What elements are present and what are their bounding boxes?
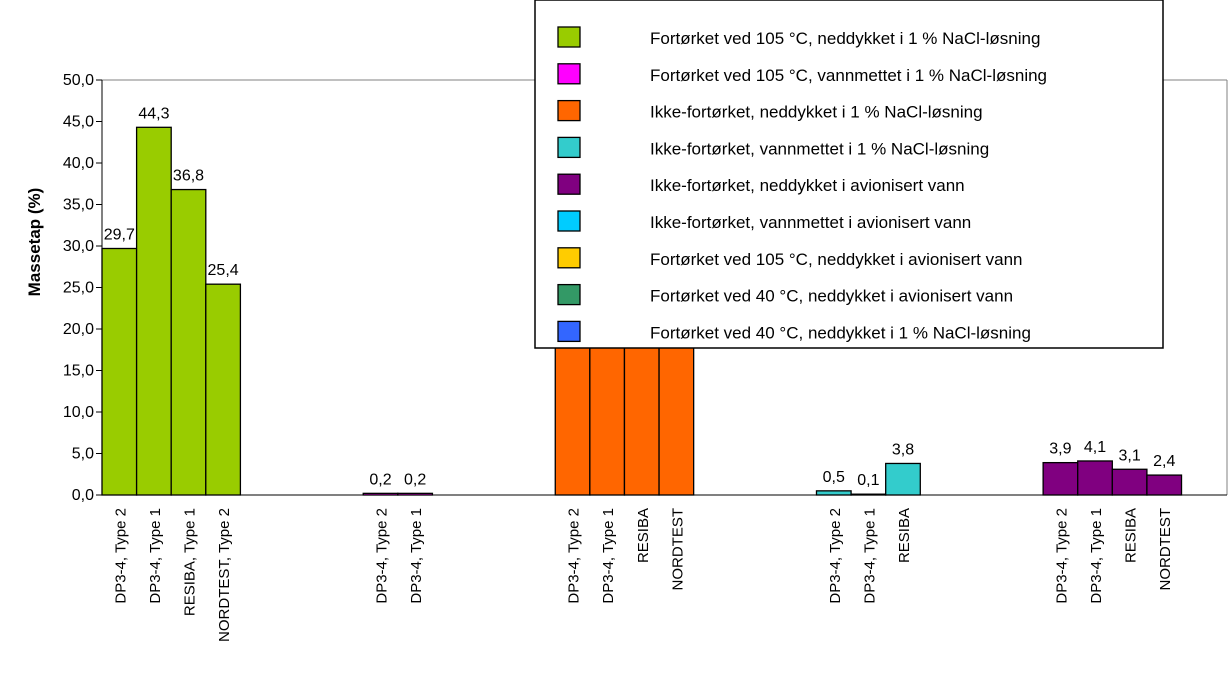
category-label: RESIBA xyxy=(635,508,652,563)
y-tick-label: 25,0 xyxy=(63,280,94,297)
category-label: DP3-4, Type 2 xyxy=(112,508,129,604)
y-tick-label: 45,0 xyxy=(63,114,94,131)
category-label: DP3-4, Type 1 xyxy=(1088,508,1105,604)
category-label: DP3-4, Type 2 xyxy=(1053,508,1070,604)
legend-swatch xyxy=(557,320,581,343)
legend-swatch xyxy=(557,247,581,269)
legend-entry: Fortørket ved 105 °C, neddykket i 1 % Na… xyxy=(650,29,1040,48)
legend-swatch xyxy=(557,63,581,85)
category-label: RESIBA xyxy=(896,508,913,563)
legend-entry: Fortørket ved 40 °C, neddykket i 1 % NaC… xyxy=(650,323,1031,342)
data-label: 0,5 xyxy=(823,469,845,486)
data-label: 3,1 xyxy=(1118,447,1140,464)
legend-entry: Fortørket ved 105 °C, vannmettet i 1 % N… xyxy=(650,66,1047,85)
category-label: DP3-4, Type 2 xyxy=(827,508,844,604)
category-label: NORDTEST xyxy=(669,508,686,591)
legend-entry: Fortørket ved 40 °C, neddykket i avionis… xyxy=(650,287,1013,306)
legend-entry: Ikke-fortørket, neddykket i 1 % NaCl-løs… xyxy=(650,103,983,122)
bar xyxy=(1042,461,1079,496)
legend-swatch xyxy=(557,283,581,306)
y-axis-label: Massetap (%) xyxy=(25,188,44,297)
y-tick-label: 0,0 xyxy=(72,487,94,504)
y-tick-label: 15,0 xyxy=(63,363,94,380)
category-label: RESIBA xyxy=(1123,508,1140,563)
bar xyxy=(1146,474,1183,496)
legend-entry: Fortørket ved 105 °C, neddykket i avioni… xyxy=(650,250,1022,269)
y-tick-label: 30,0 xyxy=(63,238,94,255)
data-label: 3,8 xyxy=(892,441,914,458)
legend-swatch xyxy=(557,26,581,48)
data-label: 3,9 xyxy=(1049,441,1071,458)
legend: Fortørket ved 105 °C, neddykket i 1 % Na… xyxy=(534,0,1164,349)
category-label: DP3-4, Type 2 xyxy=(374,508,391,604)
category-label: NORDTEST xyxy=(1157,508,1174,591)
bar xyxy=(1077,460,1113,496)
category-label: NORDTEST, Type 2 xyxy=(216,508,233,642)
bar xyxy=(170,188,207,496)
bar xyxy=(101,247,138,496)
legend-swatch xyxy=(557,173,581,195)
bar xyxy=(815,490,852,496)
data-label: 0,2 xyxy=(369,471,391,488)
y-tick-label: 10,0 xyxy=(63,404,94,421)
data-label: 2,4 xyxy=(1153,453,1175,470)
data-label: 29,7 xyxy=(104,226,135,243)
bar xyxy=(885,462,921,496)
y-tick-label: 20,0 xyxy=(63,321,94,338)
legend-box xyxy=(534,0,1164,349)
data-label: 0,1 xyxy=(857,472,879,489)
y-tick-label: 40,0 xyxy=(63,155,94,172)
category-label: DP3-4, Type 1 xyxy=(408,508,425,604)
category-label: DP3-4, Type 1 xyxy=(147,508,164,604)
bar xyxy=(205,283,242,496)
bar xyxy=(135,126,172,496)
legend-entry: Ikke-fortørket, vannmettet i 1 % NaCl-lø… xyxy=(650,139,989,158)
bar xyxy=(658,343,695,496)
y-tick-label: 5,0 xyxy=(72,446,94,463)
legend-swatch xyxy=(557,210,581,232)
legend-swatch xyxy=(557,136,581,159)
legend-swatch xyxy=(557,99,581,122)
category-label: RESIBA, Type 1 xyxy=(182,508,199,616)
category-label: DP3-4, Type 1 xyxy=(861,508,878,604)
data-label: 0,2 xyxy=(404,471,426,488)
data-label: 44,3 xyxy=(138,105,169,122)
y-tick-label: 35,0 xyxy=(63,197,94,214)
data-label: 25,4 xyxy=(208,262,239,279)
axes: DP3-4, Type 2 DP3-4, Type 1 RESIBA, Type 1… xyxy=(63,72,1227,642)
bar xyxy=(1111,468,1148,496)
y-tick-label: 50,0 xyxy=(63,72,94,89)
category-label: DP3-4, Type 2 xyxy=(566,508,583,604)
legend-entry: Ikke-fortørket, neddykket i avionisert v… xyxy=(650,176,965,195)
category-label: DP3-4, Type 1 xyxy=(600,508,617,604)
data-label: 36,8 xyxy=(173,168,204,185)
legend-entry: Ikke-fortørket, vannmettet i avionisert … xyxy=(650,213,971,232)
data-label: 4,1 xyxy=(1084,439,1106,456)
